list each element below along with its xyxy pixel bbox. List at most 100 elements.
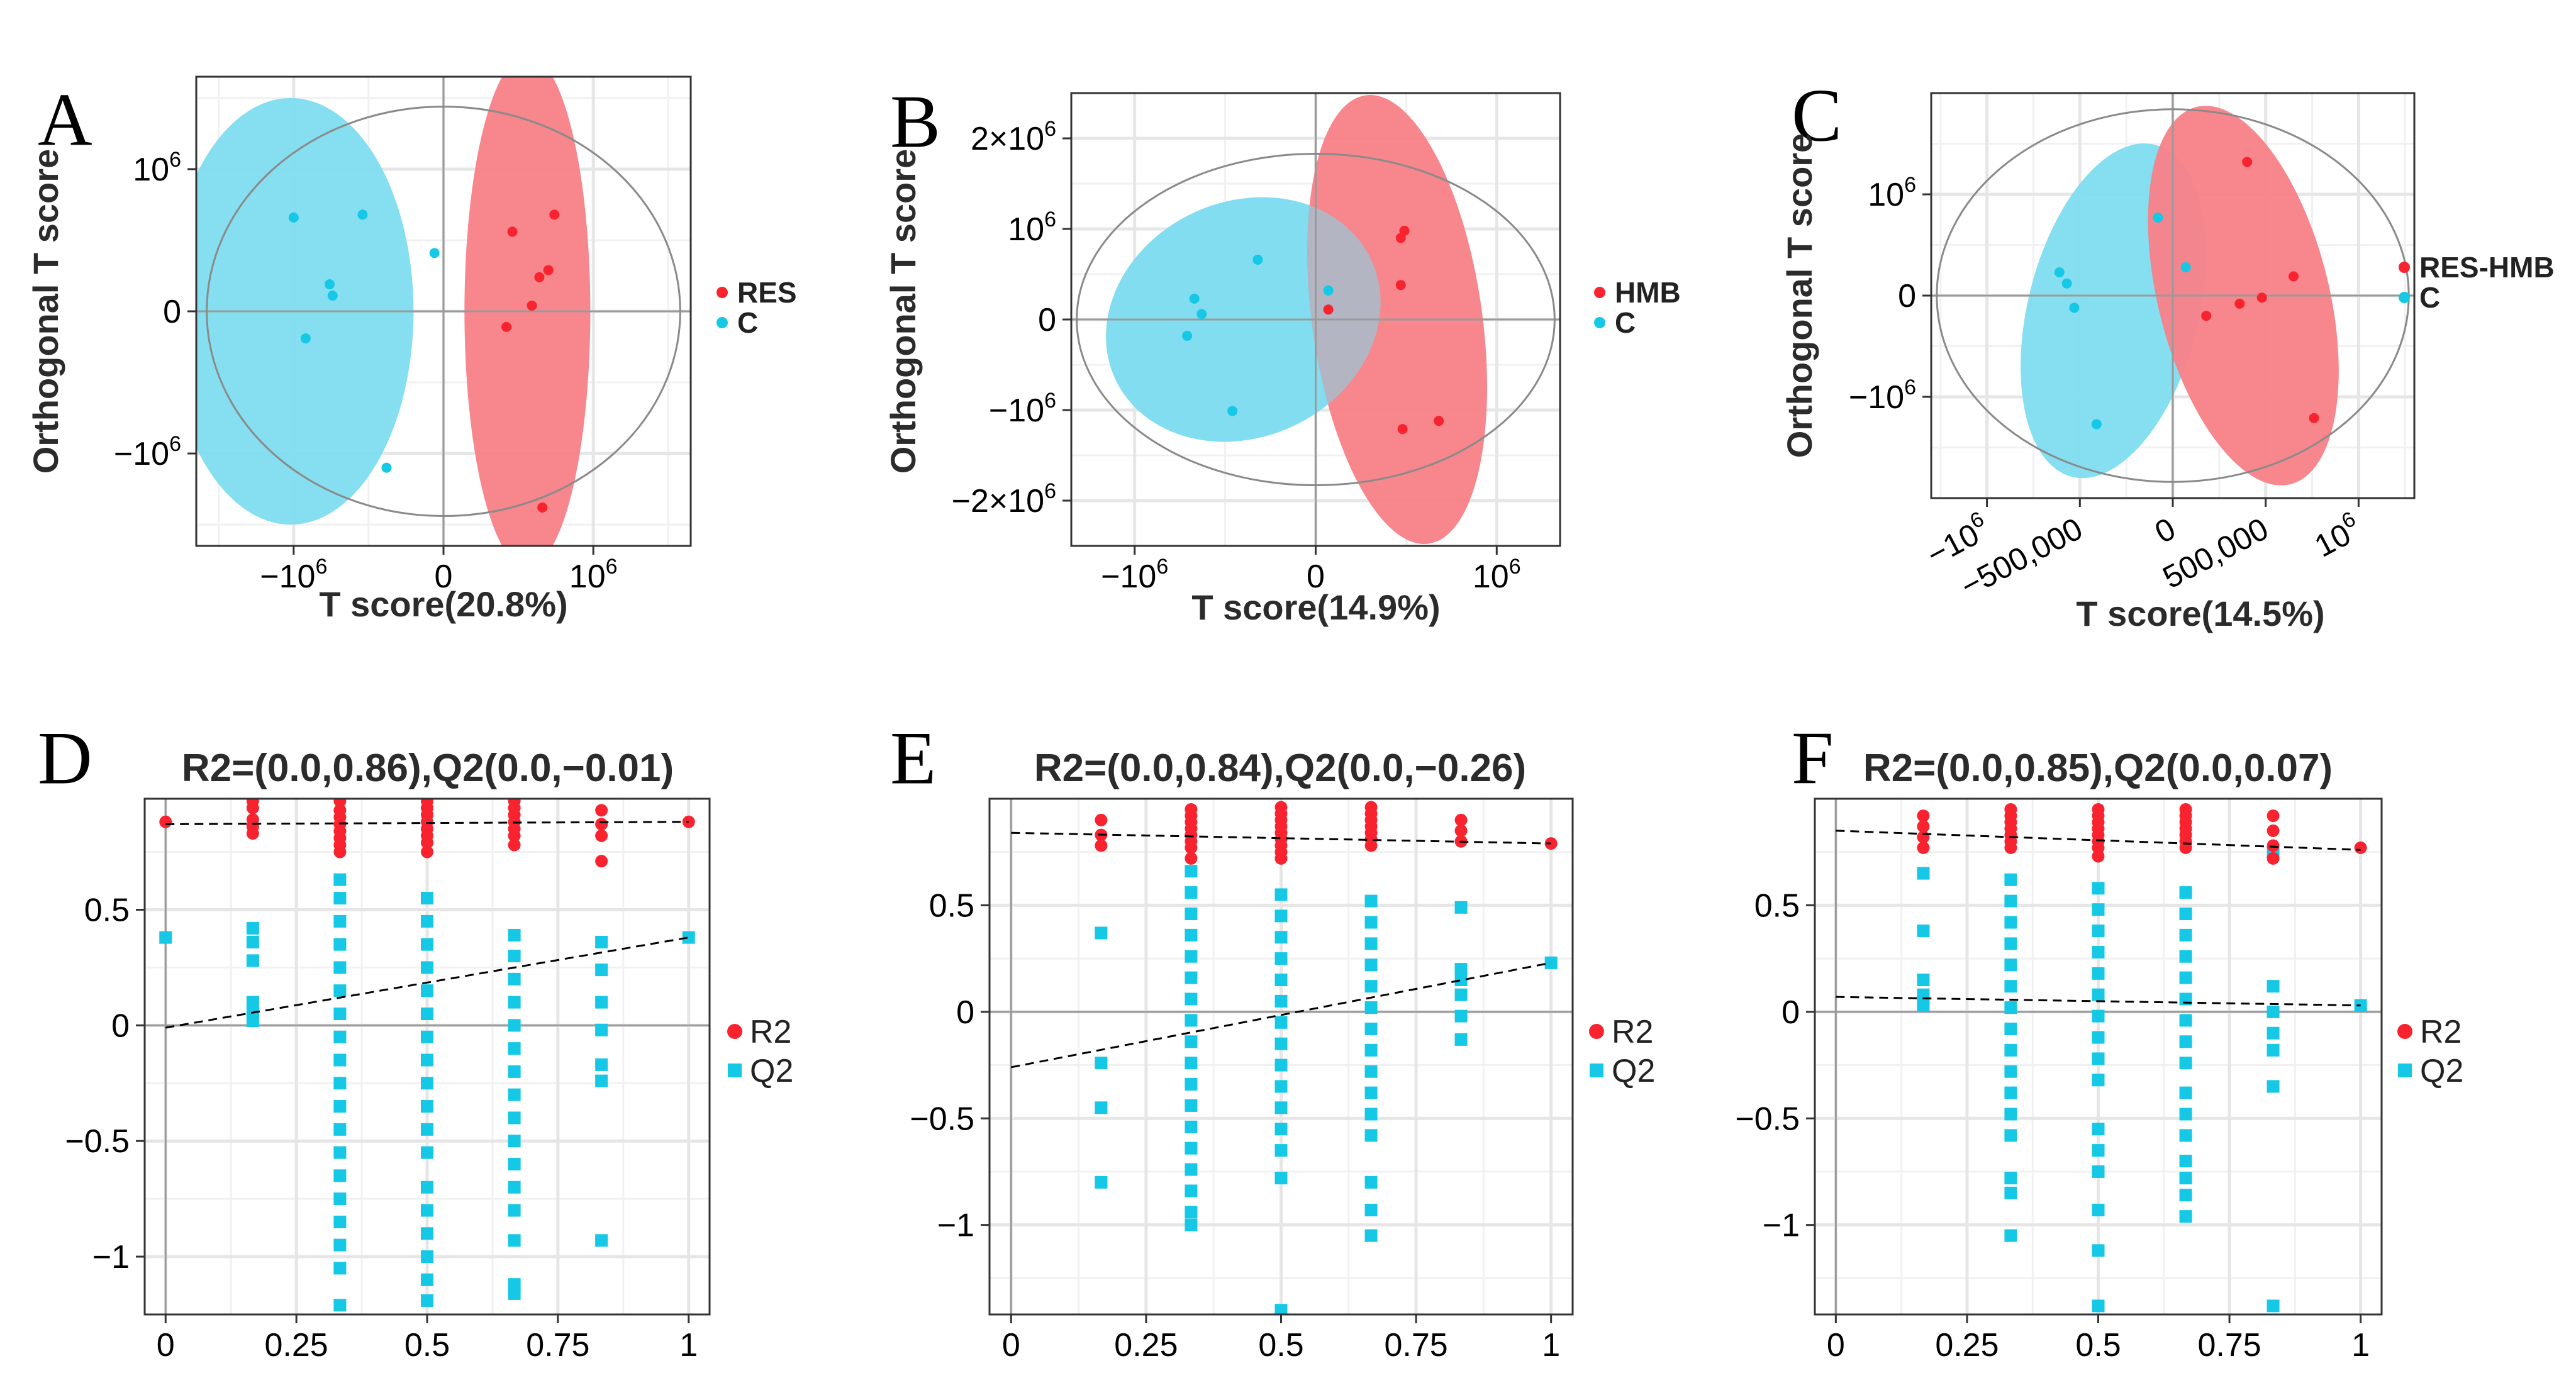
q2-point xyxy=(421,1100,433,1113)
plot-area xyxy=(990,799,1573,1314)
q2-point xyxy=(2092,1144,2105,1157)
x-tick-label: −106 xyxy=(1101,555,1168,595)
point-c xyxy=(2153,213,2163,223)
q2-point xyxy=(421,892,433,905)
q2-point xyxy=(2092,1074,2105,1087)
y-tick-label: 0 xyxy=(111,1008,130,1044)
legend-key-q2 xyxy=(728,1064,742,1077)
x-tick-label: 0 xyxy=(1002,1327,1020,1364)
q2-point xyxy=(1095,1101,1108,1114)
y-tick-label: −106 xyxy=(989,389,1056,429)
q2-point xyxy=(1274,1080,1288,1093)
q2-point xyxy=(1185,865,1198,878)
q2-point xyxy=(1364,1203,1378,1216)
plot-area xyxy=(1815,799,2382,1314)
r2-point xyxy=(333,845,347,858)
q2-point xyxy=(1185,1057,1198,1070)
q2-point xyxy=(508,1234,521,1247)
y-tick-label: 106 xyxy=(133,148,181,188)
q2-point xyxy=(1185,1078,1198,1091)
q2-point xyxy=(2092,1203,2105,1216)
q2-point xyxy=(508,1204,521,1217)
point-res-hmb xyxy=(2289,271,2299,282)
q2-point xyxy=(333,1100,347,1113)
grid xyxy=(990,799,1573,1314)
q2-point xyxy=(2004,958,2017,972)
r2-point xyxy=(1185,841,1198,854)
q2-point xyxy=(1274,974,1288,987)
legend-label-res: RES xyxy=(737,276,797,309)
point-c xyxy=(327,291,338,301)
q2-point xyxy=(1274,1016,1288,1029)
point-c xyxy=(1323,285,1334,296)
q2-point xyxy=(1274,1123,1288,1136)
plot-area xyxy=(1931,93,2414,498)
y-tick-label: 0 xyxy=(1898,278,1916,314)
x-tick-label: 0.75 xyxy=(526,1327,589,1364)
q2-regression-line xyxy=(1011,962,1551,1069)
q2-point xyxy=(333,1262,347,1275)
r2-point xyxy=(246,801,259,814)
q2-point xyxy=(1364,1065,1378,1078)
q2-point xyxy=(508,1088,521,1101)
point-c xyxy=(1182,330,1193,341)
q2-point xyxy=(508,972,521,986)
q2-point xyxy=(421,1273,433,1286)
panel-d: D R2=(0.0,0.86),Q2(0.0,−0.01) 0 0.25 0.5 0.75… xyxy=(38,716,793,1364)
q2-point xyxy=(333,961,347,974)
legend-key-c xyxy=(716,317,728,328)
q2-point xyxy=(2004,1043,2017,1057)
x-tick-label: 0 xyxy=(157,1327,175,1364)
q2-point xyxy=(246,996,259,1009)
point-c xyxy=(2054,267,2065,277)
y-tick-label: 0.5 xyxy=(84,892,130,929)
point-c xyxy=(1196,309,1207,319)
q2-point xyxy=(1364,1086,1378,1099)
point-hmb xyxy=(1323,304,1334,315)
r2-point xyxy=(1917,820,1930,833)
r2-point xyxy=(595,818,608,831)
point-c xyxy=(357,209,368,220)
r2-point xyxy=(421,836,433,849)
legend-label-c: C xyxy=(737,306,758,339)
legend-key-r2 xyxy=(2397,1024,2412,1039)
q2-point xyxy=(2267,1043,2280,1057)
r2-regression-line xyxy=(1011,831,1551,845)
q2-point xyxy=(246,1014,259,1028)
q2-point xyxy=(2004,1001,2017,1014)
y-tick-label: −1 xyxy=(92,1239,130,1275)
q2-point xyxy=(421,1053,433,1067)
legend-label-q2: Q2 xyxy=(2420,1053,2463,1089)
q2-point xyxy=(421,914,433,928)
q2-point xyxy=(333,892,347,905)
q2-point xyxy=(1095,1057,1108,1070)
y-tick-label: −106 xyxy=(114,432,181,472)
q2-point xyxy=(2004,980,2017,993)
q2-point xyxy=(333,1007,347,1020)
legend-label-r2: R2 xyxy=(1612,1014,1653,1050)
x-axis-title: T score(20.8%) xyxy=(319,584,567,624)
legend-key-r2 xyxy=(1589,1024,1604,1039)
point-res-hmb xyxy=(2309,413,2319,423)
x-tick-label: 106 xyxy=(2307,507,2367,564)
panel-letter-b: B xyxy=(890,80,940,164)
q2-point xyxy=(1185,907,1198,920)
q2-point xyxy=(421,1030,433,1043)
point-res xyxy=(501,321,512,332)
q2-point xyxy=(508,1065,521,1078)
x-tick-label: 0 xyxy=(1827,1327,1845,1364)
point-hmb xyxy=(1397,424,1408,435)
point-res xyxy=(543,265,554,275)
q2-point xyxy=(1364,980,1378,993)
q2-point xyxy=(2179,1057,2192,1070)
panel-letter-f: F xyxy=(1792,716,1834,800)
q2-point xyxy=(1274,952,1288,965)
r2-point xyxy=(1274,852,1288,865)
q2-point xyxy=(1274,1172,1288,1185)
r2-point xyxy=(1454,813,1468,826)
point-hmb xyxy=(1395,233,1406,243)
q2-point xyxy=(246,954,259,967)
